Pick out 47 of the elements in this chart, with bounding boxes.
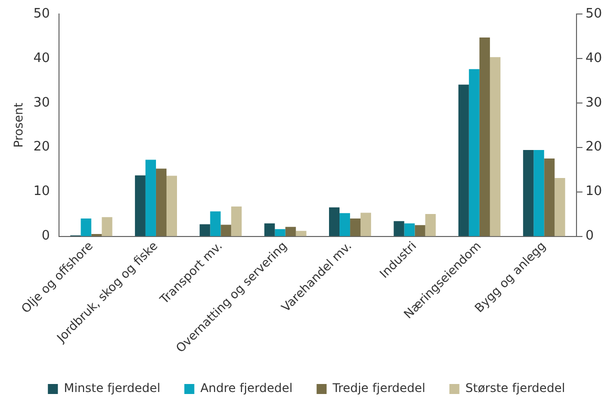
- y-tick-label: 50: [33, 6, 50, 22]
- bar: [134, 175, 146, 236]
- y-tick-label: 20: [33, 140, 50, 155]
- y-axis-title: Prosent: [11, 102, 26, 148]
- bar: [404, 223, 415, 236]
- bar: [200, 224, 210, 236]
- legend-label: Andre fjerdedel: [200, 381, 293, 396]
- bar: [458, 84, 469, 236]
- y2-tick-label: 30: [585, 95, 602, 110]
- bar: [534, 150, 544, 236]
- bar: [340, 213, 350, 236]
- y2-tick-label: 50: [585, 6, 602, 22]
- bar: [210, 211, 221, 236]
- y-tick-label: 10: [33, 184, 50, 200]
- bar: [394, 221, 404, 236]
- bar: [166, 176, 177, 236]
- legend-label: Minste fjerdedel: [64, 381, 160, 396]
- bar: [285, 226, 296, 236]
- bar: [80, 218, 92, 236]
- bar: [544, 158, 555, 236]
- y2-tick-label: 10: [585, 184, 602, 200]
- y2-tick-label: 20: [585, 140, 602, 155]
- bar: [414, 225, 426, 236]
- bar: [156, 168, 166, 236]
- y2-tick-label: 0: [585, 228, 594, 244]
- bar: [220, 224, 232, 236]
- y-tick-label: 0: [42, 228, 50, 244]
- bar: [425, 214, 436, 236]
- y2-tick-label: 40: [585, 50, 602, 66]
- bar: [479, 38, 490, 236]
- bar: [296, 230, 306, 236]
- bar: [264, 223, 275, 236]
- bar: [145, 160, 156, 236]
- bar: [329, 207, 340, 236]
- bar: [523, 150, 534, 236]
- bar: [468, 69, 480, 236]
- y-tick-label: 40: [33, 50, 50, 66]
- bar: [360, 212, 372, 236]
- bar: [231, 206, 242, 236]
- y-tick-label: 30: [33, 95, 50, 110]
- bar: [274, 229, 286, 236]
- legend-label: Største fjerdedel: [465, 381, 566, 396]
- legend-label: Tredje fjerdedel: [332, 381, 426, 396]
- bar: [554, 178, 566, 236]
- bar: [490, 57, 500, 236]
- bar: [350, 218, 361, 236]
- bar: [102, 217, 112, 236]
